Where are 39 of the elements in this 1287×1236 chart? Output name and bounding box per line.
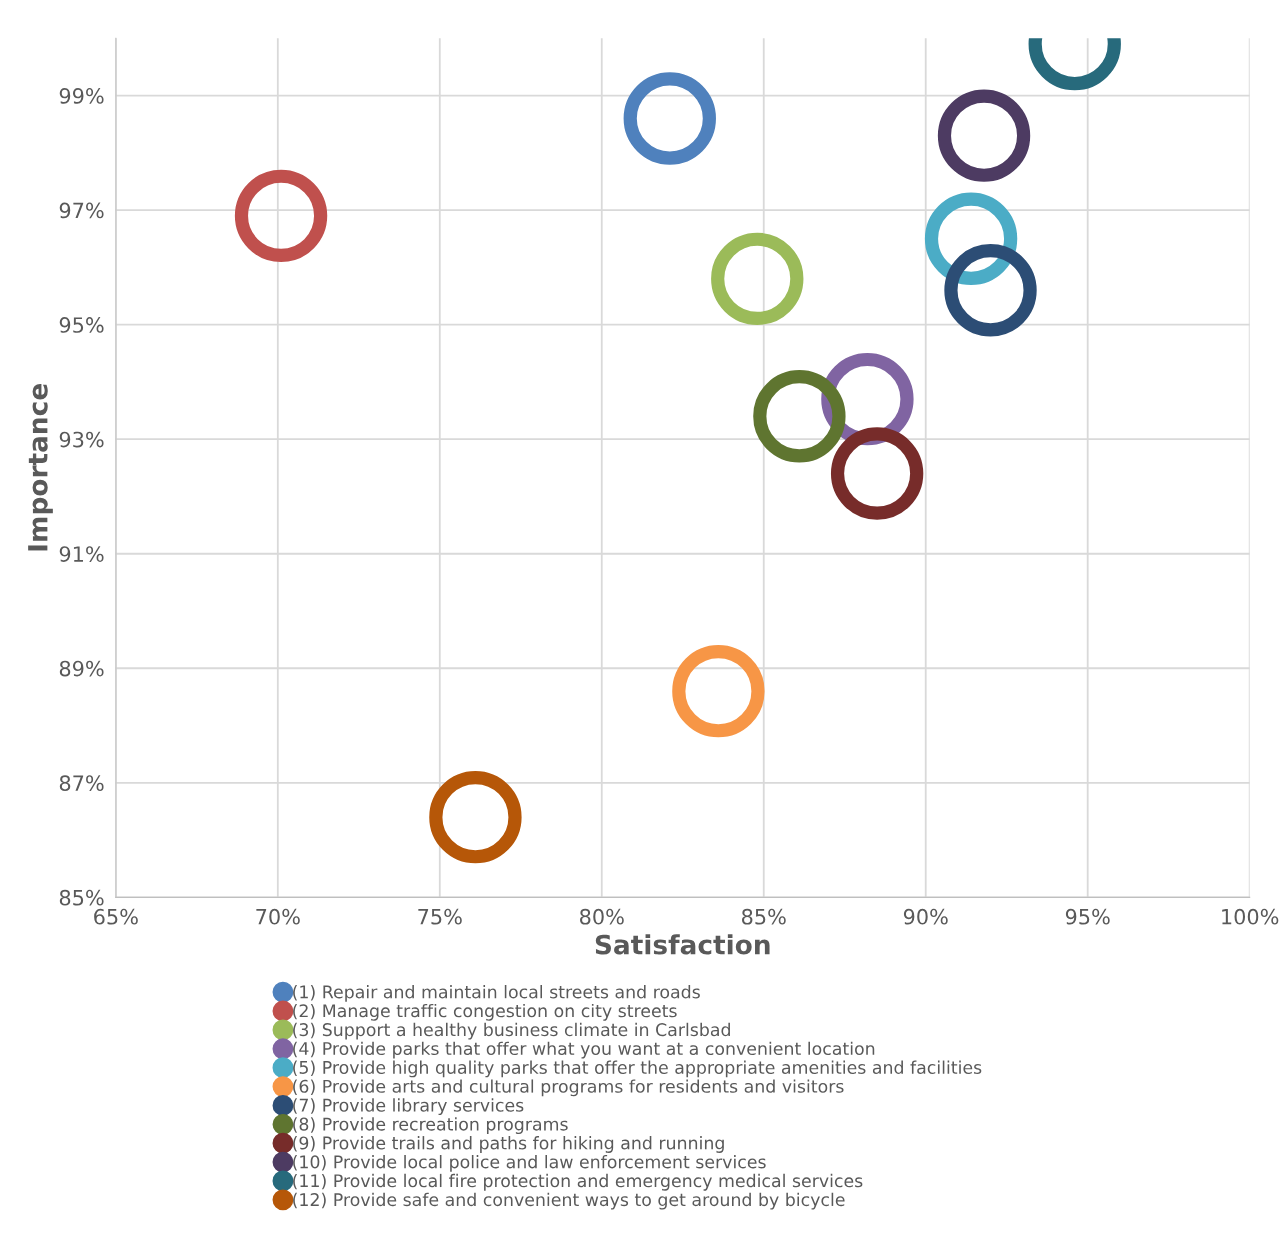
legend-label: (5) Provide high quality parks that offer the appropriate amenities and facilities <box>293 1060 982 1078</box>
x-tick-label: 65% <box>94 908 138 925</box>
x-tick-label: 80% <box>580 908 624 925</box>
legend-label: (7) Provide library services <box>293 1098 524 1116</box>
point <box>830 427 924 520</box>
legend-label: (9) Provide trails and paths for hiking and running <box>293 1136 724 1153</box>
point <box>234 169 328 263</box>
y-tick-label: 95% <box>59 317 104 333</box>
point <box>429 770 522 864</box>
legend-label: (11) Provide local fire protection and emergency medical services <box>293 1173 863 1191</box>
y-tick-label: 97% <box>59 202 104 219</box>
point <box>937 89 1031 182</box>
y-tick-label: 87% <box>59 775 104 792</box>
x-tick-label: 100% <box>1222 908 1279 925</box>
y-tick-label: 85% <box>59 889 104 906</box>
point <box>623 72 716 165</box>
x-tick-label: 95% <box>1065 908 1110 925</box>
legend-label: (3) Support a healthy business climate in Carlsbad <box>293 1022 730 1040</box>
legend-label: (8) Provide recreation programs <box>293 1117 568 1134</box>
legend-label: (6) Provide arts and cultural programs for residents and visitors <box>293 1079 844 1097</box>
x-tick-label: 85% <box>742 908 786 925</box>
y-axis-title: Importance <box>28 384 53 551</box>
y-tick-label: 99% <box>59 88 104 104</box>
x-tick-label: 70% <box>256 908 300 925</box>
legend-label: (12) Provide safe and convenient ways to get around by bicycle <box>293 1192 845 1210</box>
x-tick-label: 90% <box>903 908 948 925</box>
legend-label: (1) Repair and maintain local streets and roads <box>293 985 700 1002</box>
legend-label: (2) Manage traffic congestion on city streets <box>293 1003 677 1021</box>
legend-label: (4) Provide parks that offer what you want at a convenient location <box>293 1041 875 1059</box>
point <box>944 244 1037 337</box>
point <box>672 644 765 738</box>
x-tick-label: 75% <box>418 908 462 925</box>
legend-label: (10) Provide local police and law enforcement services <box>293 1154 766 1172</box>
point <box>711 232 804 326</box>
point <box>753 370 846 463</box>
y-tick-label: 91% <box>59 546 104 562</box>
y-tick-label: 93% <box>59 431 104 448</box>
y-tick-label: 89% <box>59 660 104 677</box>
x-axis-title: Satisfaction <box>595 934 770 955</box>
